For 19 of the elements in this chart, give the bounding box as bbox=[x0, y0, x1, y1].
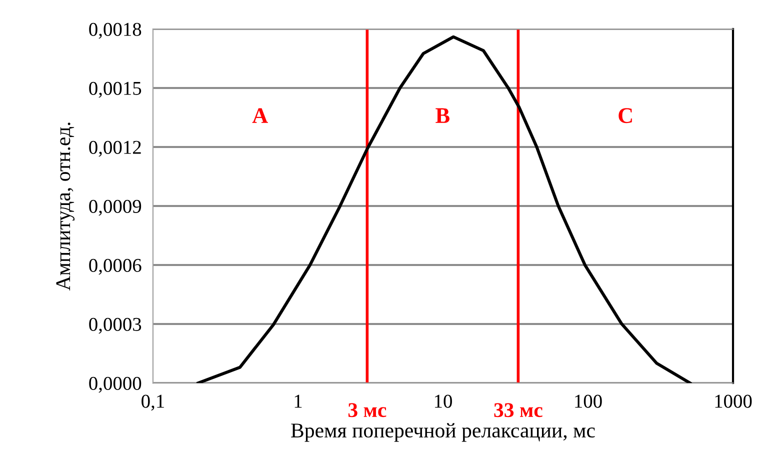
y-tick-label: 0,0006 bbox=[89, 258, 142, 275]
ref-line-label: 3 мс bbox=[348, 403, 386, 418]
x-tick-label: 0,1 bbox=[142, 394, 164, 411]
y-tick-label: 0,0012 bbox=[89, 140, 141, 157]
x-tick-label: 1 bbox=[294, 394, 302, 408]
x-tick-label: 1000 bbox=[715, 394, 752, 408]
x-tick-label: 100 bbox=[575, 394, 602, 408]
y-tick-label: 0,0015 bbox=[89, 82, 142, 98]
ref-line-label: 33 мс bbox=[494, 403, 542, 418]
y-tick-label: 0,0018 bbox=[89, 22, 142, 39]
y-axis-title: Амплитуда, отн.ед. bbox=[56, 122, 75, 291]
annotation: A bbox=[252, 108, 268, 123]
x-tick-label: 10 bbox=[434, 394, 452, 408]
x-axis-title: Время поперечной релаксации, мс bbox=[291, 423, 595, 442]
annotation: B bbox=[436, 108, 450, 123]
y-tick-label: 0,0009 bbox=[89, 200, 142, 216]
y-tick-label: 0,0003 bbox=[89, 318, 142, 334]
annotation: C bbox=[618, 108, 632, 124]
y-tick-label: 0,0000 bbox=[89, 376, 142, 393]
